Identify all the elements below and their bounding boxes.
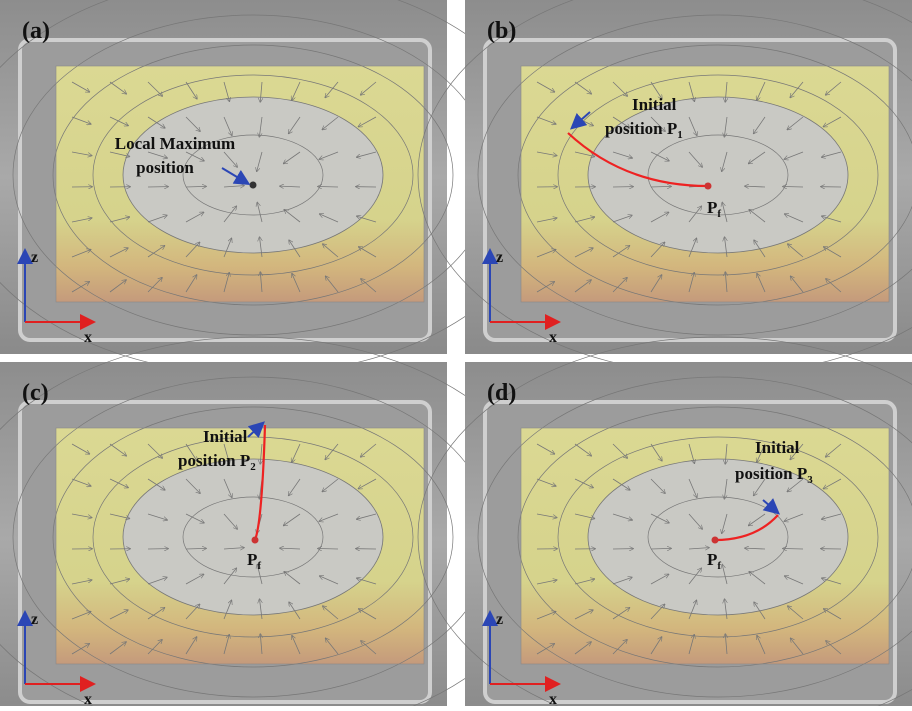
x-label: x xyxy=(84,691,92,706)
end-point xyxy=(705,183,712,190)
panel-label: (a) xyxy=(22,18,50,44)
annotation: position P2 xyxy=(178,451,256,473)
annotation-sub: 1 xyxy=(677,129,683,141)
annotation: Initial xyxy=(632,95,677,114)
local-max xyxy=(250,182,257,189)
annotation: position xyxy=(136,158,194,177)
annotation-main: position P xyxy=(605,119,677,138)
end-point xyxy=(712,537,719,544)
annotation-main: position P xyxy=(735,464,807,483)
end-point xyxy=(252,537,259,544)
end-label-sub: f xyxy=(717,560,721,572)
panel: (b) z x Initial position P1 Pf xyxy=(418,0,912,375)
annotation: position P3 xyxy=(735,464,813,486)
z-label: z xyxy=(496,249,503,266)
panel: (d) z x Initial position P3 Pf xyxy=(418,337,912,706)
x-label: x xyxy=(549,691,557,706)
annotation: position P1 xyxy=(605,119,683,141)
z-label: z xyxy=(31,249,38,266)
annotation-sub: 3 xyxy=(807,474,813,486)
panel-label: (b) xyxy=(487,18,516,44)
z-label: z xyxy=(496,611,503,628)
annotation-main: position P xyxy=(178,451,250,470)
annotation: Initial xyxy=(203,427,248,446)
x-label: x xyxy=(84,329,92,346)
x-label: x xyxy=(549,329,557,346)
end-label-sub: f xyxy=(717,208,721,220)
annotation: Local Maximum xyxy=(115,134,235,153)
panel-label: (d) xyxy=(487,380,516,406)
panel-label: (c) xyxy=(22,380,49,406)
end-label-main: P xyxy=(707,550,717,569)
z-label: z xyxy=(31,611,38,628)
figure: (a) z x Local Maximum position (b) z x Initial po… xyxy=(0,0,912,706)
annotation: Initial xyxy=(755,438,800,457)
field-high xyxy=(123,459,383,615)
end-label-sub: f xyxy=(257,560,261,572)
end-label-main: P xyxy=(707,198,717,217)
end-label-main: P xyxy=(247,550,257,569)
annotation-sub: 2 xyxy=(250,461,256,473)
